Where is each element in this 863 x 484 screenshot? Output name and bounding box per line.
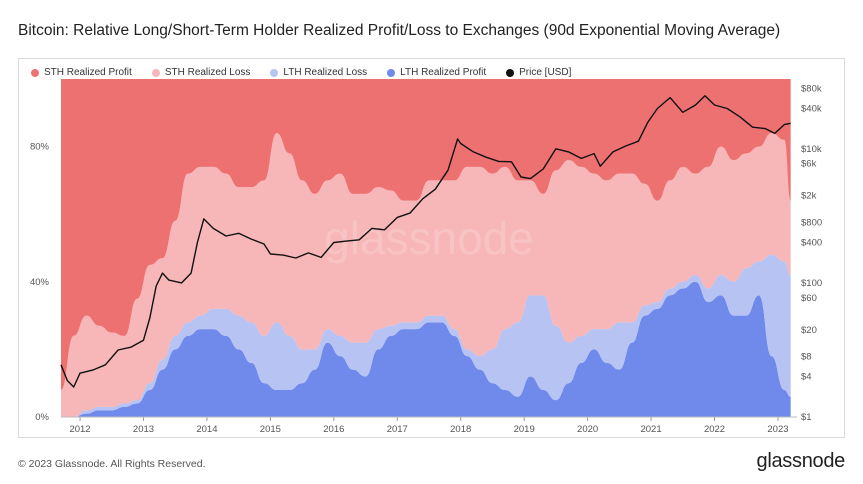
legend-label: Price [USD]: [519, 67, 572, 78]
legend-item-lth-profit[interactable]: LTH Realized Profit: [387, 67, 486, 78]
y-right-tick-label: $80k: [801, 83, 822, 94]
legend-item-price[interactable]: Price [USD]: [506, 67, 571, 78]
y-right-tick-label: $8: [801, 351, 812, 362]
y-right-tick-label: $60: [801, 293, 817, 304]
y-right-tick-label: $2k: [801, 191, 817, 202]
legend-swatch: [31, 68, 39, 77]
legend-item-lth-loss[interactable]: LTH Realized Loss: [270, 67, 367, 78]
area-lth-realized-loss: [61, 254, 791, 417]
x-tick-label: 2019: [514, 424, 535, 435]
area-lth-realized-profit: [61, 281, 791, 417]
y-right-tick-label: $400: [801, 238, 822, 249]
legend-swatch: [151, 68, 160, 77]
x-tick-label: 2022: [704, 424, 725, 435]
legend-item-sth-loss[interactable]: STH Realized Loss: [151, 67, 251, 78]
legend-swatch: [270, 68, 279, 77]
chart-title: Bitcoin: Relative Long/Short-Term Holder…: [18, 22, 781, 39]
x-tick-label: 2014: [196, 424, 217, 435]
legend-label: STH Realized Profit: [44, 67, 132, 78]
y-left-tick-label: 40%: [30, 277, 50, 288]
watermark: glassnode: [324, 212, 534, 264]
y-left-tick-label: 0%: [35, 412, 49, 423]
legend-label: STH Realized Loss: [164, 67, 251, 78]
y-right-tick-label: $4: [801, 372, 812, 383]
y-right-tick-label: $100: [801, 278, 822, 289]
x-tick-label: 2017: [387, 424, 408, 435]
legend-swatch: [506, 68, 515, 77]
legend-swatch: [387, 68, 396, 77]
x-tick-label: 2015: [260, 424, 281, 435]
legend-label: LTH Realized Profit: [400, 67, 487, 78]
y-right-tick-label: $10k: [801, 144, 822, 155]
y-left-tick-label: 80%: [30, 142, 50, 153]
area-sth-realized-loss: [61, 133, 791, 417]
legend-label: LTH Realized Loss: [283, 67, 368, 78]
legend-item-sth-profit[interactable]: STH Realized Profit: [31, 67, 132, 78]
chart-panel: STH Realized Profit STH Realized Loss LTH …: [18, 58, 845, 438]
y-right-tick-label: $800: [801, 217, 822, 228]
legend: STH Realized Profit STH Realized Loss LTH …: [31, 67, 571, 78]
chart-svg: glassnode 0% 40% 80% $1 $4 $8 $20 $60 $100 $400 $80…: [30, 79, 822, 435]
glassnode-logo: glassnode: [756, 450, 846, 472]
y-right-tick-label: $1: [801, 412, 812, 423]
x-tick-label: 2018: [450, 424, 471, 435]
y-right-tick-label: $6k: [801, 159, 817, 170]
x-tick-label: 2016: [323, 424, 344, 435]
price-line: [60, 95, 791, 388]
y-right-tick-label: $20: [801, 325, 817, 336]
copyright-text: © 2023 Glassnode. All Rights Reserved.: [18, 458, 206, 470]
x-tick-label: 2020: [577, 424, 598, 435]
x-tick-label: 2021: [640, 424, 661, 435]
x-tick-label: 2012: [69, 424, 90, 435]
y-right-tick-label: $40k: [801, 103, 822, 114]
x-tick-label: 2013: [133, 424, 154, 435]
x-tick-label: 2023: [767, 424, 788, 435]
